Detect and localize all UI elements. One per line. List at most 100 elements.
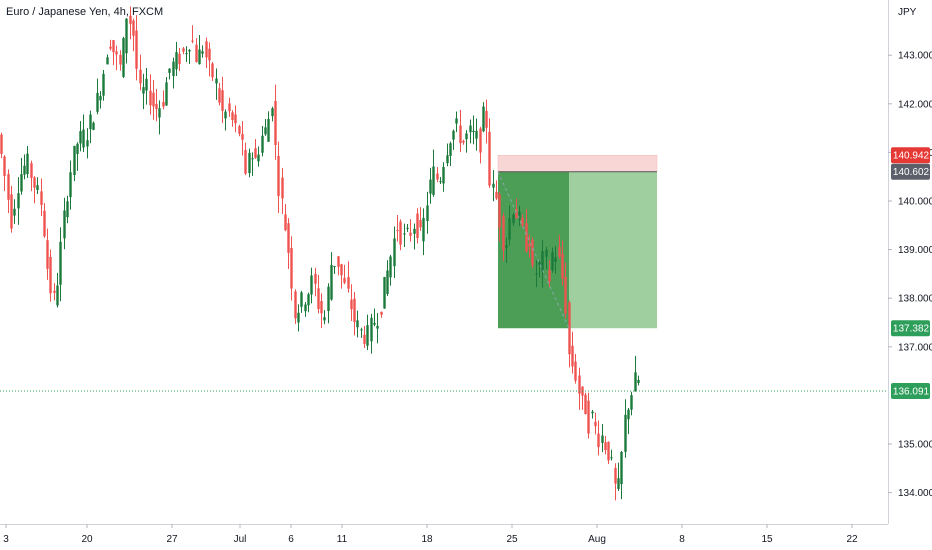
candle-body [436,173,439,180]
candle-body [132,20,135,36]
candle-body [330,264,333,300]
candle-body [459,125,462,144]
candle-body [488,131,491,186]
candle-body [442,166,445,184]
candle-body [521,217,524,226]
candle-body [145,78,148,91]
candle-body [571,345,574,367]
target-zone-pending [569,171,657,329]
candle-body [307,294,310,306]
candle-body [393,238,396,267]
candle-body [347,277,350,289]
candle-body [300,292,303,307]
candle-body [178,53,181,65]
candle-body [257,154,260,162]
position-zones [497,154,658,329]
candle-body [294,291,297,319]
price-axis[interactable]: JPY143.000142.000141.000140.000139.00013… [888,7,932,499]
candle-body [155,103,158,109]
candle-body [290,247,293,289]
candle-body [20,174,23,192]
candle-body [597,433,600,448]
candle-body [122,38,125,77]
candle-body [343,277,346,283]
candle-body [30,163,33,178]
time-tick-label: 8 [679,534,685,545]
candle-body [452,130,455,140]
candle-body [541,251,544,272]
candle-body [323,317,326,321]
time-axis[interactable]: 3 20 27 Jul 6 11 18 25 Aug 8 15 22 [3,524,858,545]
candle-body [175,52,178,70]
candle-body [0,134,3,154]
candle-body [472,130,475,133]
candle-body [604,442,607,451]
candle-body [149,90,152,106]
candle-body [554,257,557,262]
candle-body [465,133,468,140]
candle-body [10,194,13,229]
candle-body [373,322,376,325]
candle-body [261,135,264,153]
candle-body [46,240,49,269]
candle-body [551,252,554,271]
time-tick-label: 3 [3,534,9,545]
candle-body [525,223,528,252]
candle-body [142,87,145,94]
candle-body [607,441,610,461]
candle-body [594,421,597,427]
candle-body [561,253,564,279]
target-price-tag-label: 137.382 [893,324,930,335]
candle-body [162,101,165,107]
candle-body [182,48,185,52]
candle-body [158,108,161,118]
candle-body [380,311,383,315]
candle-body [406,227,409,229]
stop-price-tag: 140.942 [891,147,930,164]
target-price-tag-bg [891,320,930,337]
stop-loss-zone [497,154,658,172]
candle-body [634,372,637,392]
candle-body [89,114,92,130]
candle-body [601,435,604,443]
candle-body [614,467,617,484]
price-tick-label: 137.000 [898,342,932,353]
candle-body [340,264,343,276]
current-price-tag: 136.091 [891,382,930,399]
time-tick-label: 11 [337,534,348,545]
entry-price-tag-bg [891,163,930,180]
candle-body [231,112,234,121]
time-tick-label: 6 [288,534,294,545]
current-price-tag-label: 136.091 [893,386,930,397]
candle-body [7,174,10,200]
candle-body [152,92,155,107]
candle-body [40,191,43,205]
candle-body [17,193,20,209]
stop-price-tag-bg [891,147,930,164]
candle-body [479,128,482,153]
candle-body [574,361,577,381]
candle-body [224,111,227,119]
candle-body [59,241,62,285]
candle-body [617,478,620,489]
candle-body [112,40,115,53]
candle-body [515,208,518,219]
candle-body [518,211,521,220]
candle-body [267,119,270,142]
candle-body [317,288,320,309]
candle-body [535,273,538,275]
time-tick-label: 22 [846,534,858,545]
candle-body [584,394,587,415]
candle-body [545,249,548,257]
candle-body [251,158,254,160]
candle-body [185,53,188,55]
time-tick-label: 27 [166,534,178,545]
candle-body [115,51,118,55]
candle-body [66,201,69,218]
candlesticks [0,6,640,501]
candle-body [82,129,85,148]
candle-body [314,273,317,284]
candle-body [620,451,623,485]
candle-body [139,69,142,84]
